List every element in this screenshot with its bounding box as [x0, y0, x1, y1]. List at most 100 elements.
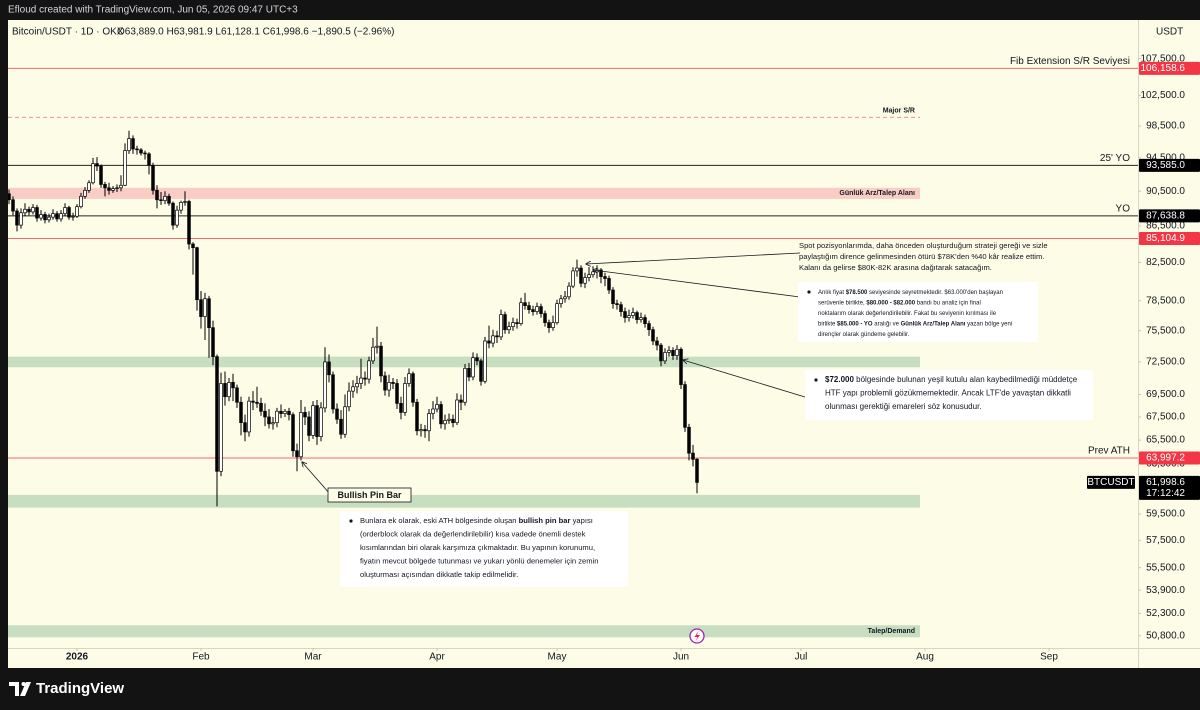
note-line: olunması gerektiği emareleri söz konusud… [825, 402, 982, 411]
candle-body [8, 193, 11, 201]
note-box [340, 511, 628, 587]
candle-body [423, 429, 427, 432]
x-tick-label: Sep [1040, 652, 1058, 663]
y-tick-label: 94,500.0 [1146, 153, 1185, 164]
candle-body [531, 309, 535, 312]
candle-body [75, 206, 79, 217]
candle-body [407, 373, 411, 384]
candle-body [459, 399, 463, 403]
candle-body [583, 277, 587, 284]
top-bar [0, 0, 1200, 20]
candle-body [99, 165, 103, 185]
candle-body [31, 207, 35, 213]
candle-body [327, 361, 331, 376]
candle-body [555, 303, 559, 323]
candle-body [431, 408, 435, 414]
candle-body [559, 298, 563, 305]
candle-body [303, 412, 307, 418]
note-box [805, 370, 1093, 420]
x-tick-label: 2026 [66, 652, 89, 663]
candle-body [275, 410, 279, 424]
note-text: bandı bu analiz için final [915, 300, 981, 306]
candle-body [35, 207, 39, 219]
candle-body [547, 322, 551, 329]
level-tag-label: 63,997.2 [1146, 453, 1185, 464]
note-text: $78.500 [846, 290, 868, 296]
note-line: $72.000 bölgesinde bulunan yeşil kutulu … [825, 375, 1078, 384]
candle-body [195, 247, 199, 301]
candle-body [415, 401, 419, 432]
candle-body [627, 315, 631, 318]
candle-body [215, 356, 219, 472]
x-tick-label: May [548, 652, 567, 663]
level-tag [1139, 61, 1200, 75]
note-text: birlikte [818, 321, 837, 327]
countdown: 17:12:42 [1146, 488, 1185, 499]
note-line: Kalanı da gelirse $80K-82K arasına dağıt… [799, 263, 992, 272]
candle-body [199, 299, 203, 317]
candle-body [39, 214, 43, 219]
x-tick-label: Aug [916, 652, 934, 663]
y-tick-label: 57,500.0 [1146, 535, 1185, 546]
note-line: kısımlarından biri olarak karşımıza çıkm… [360, 543, 595, 552]
candle-body [255, 401, 259, 404]
level-name: 25' YO [1100, 153, 1130, 164]
candle-body [447, 418, 451, 421]
candle-body [299, 412, 303, 458]
y-tick-label: 86,500.0 [1146, 221, 1185, 232]
candle-body [355, 383, 359, 388]
candle-body [143, 152, 147, 155]
y-tick-label: 59,500.0 [1146, 509, 1185, 520]
note-line: fiyatın mevcut bölgede tutunması ve yuka… [360, 557, 598, 566]
candle-body [539, 306, 543, 314]
pin-arrow [302, 462, 331, 495]
candle-body [307, 416, 311, 436]
candle-body [171, 202, 175, 226]
candle-body [383, 375, 387, 391]
logo-dot [21, 682, 26, 686]
candle-body [203, 298, 207, 317]
y-tick-label: 90,500.0 [1146, 186, 1185, 197]
candle-body [435, 404, 439, 410]
candle-body [663, 352, 667, 362]
candle-body [551, 322, 555, 329]
note-text: bölgesinde bulunan yeşil kutulu alan kay… [854, 375, 1078, 384]
candle-body [127, 138, 131, 151]
candle-body [575, 267, 579, 272]
footer-bar [0, 668, 1200, 710]
level-name: Fib Extension S/R Seviyesi [1010, 56, 1130, 67]
note-text: $72.000 [825, 375, 854, 384]
note-text: $85.000 - YO [837, 321, 873, 327]
candle-body [319, 407, 323, 437]
candle-body [71, 215, 75, 218]
candle-body [163, 195, 167, 201]
candle-body [191, 243, 195, 249]
candle-body [343, 406, 347, 435]
candle-body [119, 184, 123, 189]
candle-body [91, 163, 95, 184]
zone [8, 187, 920, 199]
candle-body [167, 195, 171, 204]
candle-body [683, 384, 687, 428]
candle-body [495, 335, 499, 338]
candle-body [227, 382, 231, 398]
candle-body [619, 304, 623, 312]
candle-body [239, 401, 243, 424]
note-text: seviyesinde seyretmektedir. $63.000'den … [867, 290, 1003, 296]
last-price-symbol-tag [1087, 475, 1135, 489]
note-text: yapısı [570, 516, 592, 525]
zone [8, 625, 920, 638]
last-price-symbol: BTCUSDT [1087, 477, 1134, 488]
candle-body [147, 153, 151, 166]
x-tick-label: Jul [795, 652, 808, 663]
x-tick-label: Feb [192, 652, 210, 663]
note-arrow [586, 252, 801, 264]
candle-body [51, 213, 55, 218]
candle-body [579, 267, 583, 284]
y-tick-label: 102,500.0 [1141, 90, 1186, 101]
candle-body [247, 400, 251, 433]
candle-body [687, 426, 691, 454]
candle-body [235, 387, 239, 403]
y-tick-label: 50,800.0 [1146, 630, 1185, 641]
logo-mark [9, 682, 19, 696]
